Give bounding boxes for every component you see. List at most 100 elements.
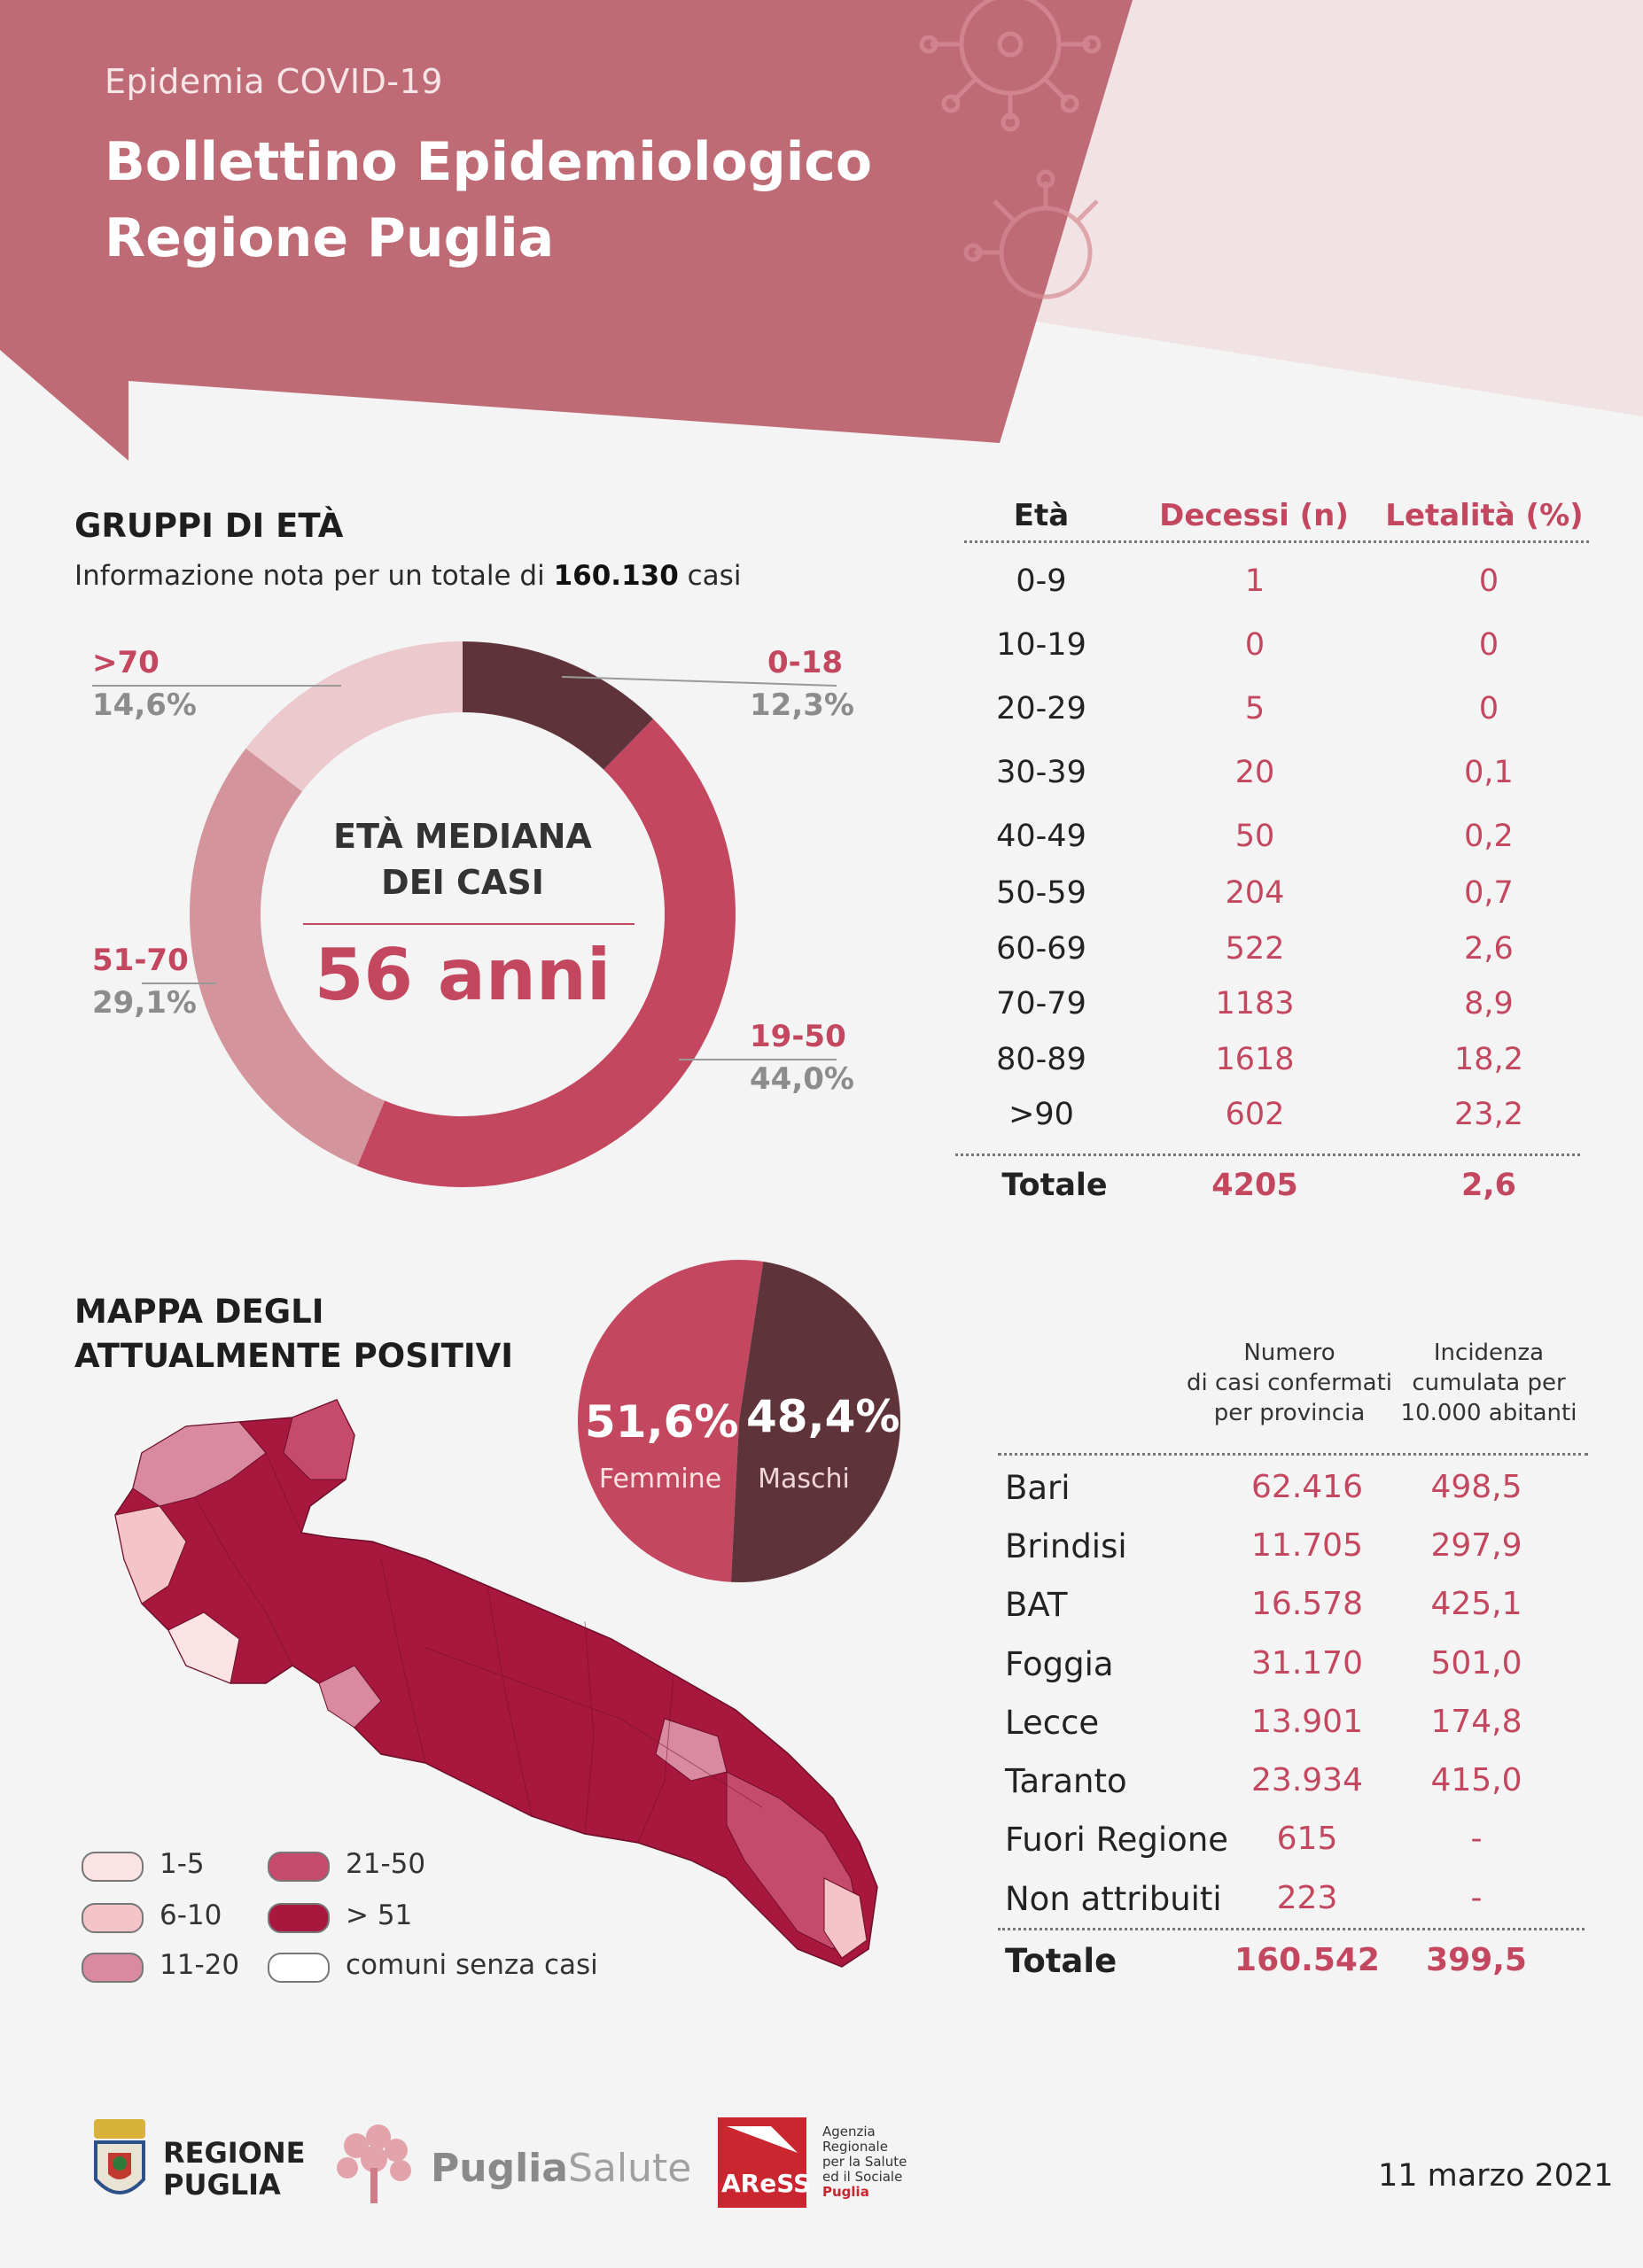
seg-label-0-18: 0-18 — [767, 645, 844, 680]
header-subtitle: Epidemia COVID-19 — [105, 62, 443, 101]
aress-logo-text: Agenzia Regionale per la Salute ed il Socia… — [822, 2124, 907, 2200]
th-deaths: Decessi (n) — [1159, 498, 1349, 533]
header-title-line2: Regione Puglia — [105, 207, 555, 269]
th-cases-l1: Numero — [1243, 1340, 1335, 1366]
legend-label: 1-5 — [160, 1848, 205, 1880]
province-cases: 13.901 — [1251, 1704, 1363, 1740]
median-label-line1: ETÀ MEDIANA — [333, 817, 592, 856]
seg-pct-over70: 14,6% — [92, 687, 197, 723]
province-name: Foggia — [1005, 1645, 1114, 1683]
province-cases: 62.416 — [1251, 1469, 1363, 1505]
logo2-part2: Salute — [567, 2146, 692, 2191]
map-title: MAPPA DEGLI ATTUALMENTE POSITIVI — [74, 1290, 513, 1379]
header-title: Bollettino Epidemiologico Regione Puglia — [105, 124, 872, 276]
legend-swatch — [268, 1852, 330, 1882]
bulletin-date: 11 marzo 2021 — [1378, 2158, 1614, 2194]
map-title-line1: MAPPA DEGLI — [74, 1293, 324, 1331]
province-name: Bari — [1005, 1469, 1071, 1507]
virus-icon — [919, 0, 1102, 132]
province-cases: 31.170 — [1251, 1645, 1363, 1682]
legend-label: 6-10 — [160, 1899, 222, 1931]
map-region-foggia-north — [132, 1421, 267, 1507]
table-divider-bottom — [955, 1153, 1580, 1156]
puglia-salute-tree-icon — [337, 2124, 411, 2203]
aress-text-line: ed il Sociale — [822, 2169, 903, 2185]
note-suffix: casi — [687, 560, 742, 592]
legend-swatch — [82, 1903, 144, 1933]
median-label-line2: DEI CASI — [381, 863, 544, 902]
median-divider — [303, 923, 635, 925]
deaths-row-lethality: 2,6 — [1464, 931, 1514, 967]
map-region-mainland — [114, 1399, 878, 1968]
map-region-gargano — [283, 1399, 355, 1480]
deaths-row-count: 522 — [1225, 931, 1285, 967]
province-cases: 223 — [1276, 1880, 1338, 1916]
deaths-row-count: 602 — [1225, 1097, 1285, 1132]
donut-leader-line — [561, 676, 837, 687]
deaths-row-age: 10-19 — [996, 627, 1086, 663]
deaths-row-lethality: 8,9 — [1464, 986, 1514, 1021]
donut-slice-0-18 — [463, 641, 654, 770]
note-value: 160.130 — [553, 560, 679, 592]
province-cases: 615 — [1276, 1821, 1338, 1857]
map-region-murge — [318, 1665, 382, 1728]
deaths-row-age: 70-79 — [996, 986, 1086, 1021]
legend-label: 11-20 — [160, 1949, 240, 1981]
map-region-west-pale — [167, 1612, 240, 1684]
puglia-salute-logo-text: PugliaSalute — [431, 2146, 691, 2191]
total-label: Totale — [1001, 1168, 1108, 1203]
province-cases: 23.934 — [1251, 1762, 1363, 1798]
deaths-row-age: 80-89 — [996, 1042, 1086, 1077]
aress-text-line: Agenzia — [822, 2124, 876, 2140]
prov-total-incidence: 399,5 — [1426, 1942, 1527, 1978]
deaths-row-age: 60-69 — [996, 931, 1086, 967]
deaths-row-count: 1 — [1244, 563, 1265, 599]
province-name: BAT — [1005, 1586, 1068, 1624]
province-name: Brindisi — [1005, 1527, 1127, 1565]
province-incidence: 174,8 — [1430, 1704, 1522, 1740]
seg-pct-51-70: 29,1% — [92, 985, 197, 1021]
female-pct: 51,6% — [585, 1396, 739, 1448]
legend-label: > 51 — [346, 1899, 413, 1931]
province-cases: 16.578 — [1251, 1586, 1363, 1622]
province-incidence: 498,5 — [1430, 1469, 1522, 1505]
seg-pct-19-50: 44,0% — [750, 1061, 854, 1097]
province-name: Fuori Regione — [1005, 1821, 1229, 1859]
deaths-row-count: 20 — [1234, 755, 1275, 790]
th-inc-l1: Incidenza — [1433, 1340, 1545, 1366]
median-value: 56 anni — [314, 934, 611, 1016]
sex-pie-slice-femmine — [578, 1260, 764, 1582]
puglia-map — [114, 1399, 878, 1968]
deaths-row-lethality: 0,2 — [1464, 819, 1514, 854]
deaths-row-lethality: 23,2 — [1454, 1097, 1523, 1132]
th-lethality: Letalità (%) — [1385, 498, 1584, 533]
deaths-row-lethality: 0,1 — [1464, 755, 1514, 790]
virus-icon-2 — [963, 169, 1099, 299]
province-cases: 11.705 — [1251, 1527, 1363, 1564]
donut-slice-51-70 — [189, 748, 385, 1167]
deaths-row-lethality: 0 — [1478, 563, 1499, 599]
th-cases-l3: per provincia — [1213, 1400, 1366, 1426]
aress-text-line: Puglia — [822, 2184, 869, 2200]
province-name: Taranto — [1005, 1762, 1127, 1800]
table-divider-top — [964, 540, 1589, 543]
deaths-row-count: 0 — [1244, 627, 1265, 663]
deaths-row-age: 50-59 — [996, 875, 1086, 911]
aress-text-line: per la Salute — [822, 2154, 907, 2170]
male-pct: 48,4% — [746, 1391, 900, 1442]
prov-total-cases: 160.542 — [1234, 1942, 1380, 1978]
th-cases-l2: di casi confermati — [1187, 1370, 1392, 1396]
deaths-row-lethality: 18,2 — [1454, 1042, 1523, 1077]
th-cases: Numero di casi confermati per provincia — [1179, 1338, 1400, 1428]
deaths-row-count: 1183 — [1215, 986, 1295, 1021]
th-age: Età — [1013, 498, 1070, 533]
header-title-line1: Bollettino Epidemiologico — [105, 131, 873, 193]
logo2-part1: Puglia — [431, 2146, 568, 2191]
seg-label-19-50: 19-50 — [750, 1019, 846, 1054]
deaths-row-age: 20-29 — [996, 691, 1086, 726]
legend-swatch — [82, 1852, 144, 1882]
legend-swatch — [268, 1903, 330, 1933]
